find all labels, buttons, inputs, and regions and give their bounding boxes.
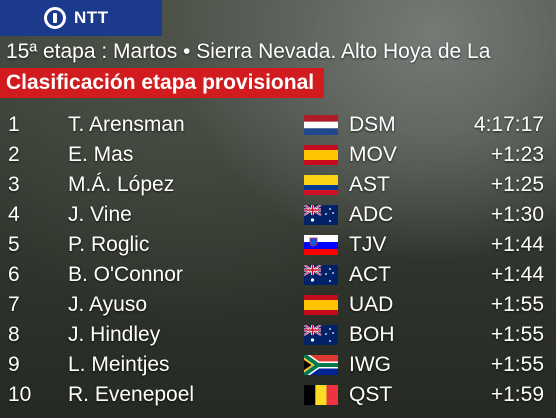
standings-row: 5 P. Roglic TJV +1:44 bbox=[0, 230, 556, 260]
standings-row: 4 J. Vine ADC +1:30 bbox=[0, 200, 556, 230]
rider-name: T. Arensman bbox=[68, 113, 185, 136]
position: 5 bbox=[8, 233, 20, 256]
standings-row: 10 R. Evenepoel QST +1:59 bbox=[0, 380, 556, 410]
position: 8 bbox=[8, 323, 20, 346]
time-gap: +1:44 bbox=[490, 233, 544, 256]
time-gap: 4:17:17 bbox=[473, 113, 544, 136]
team-code: BOH bbox=[349, 323, 395, 346]
standings-row: 3 M.Á. López AST +1:25 bbox=[0, 170, 556, 200]
standings-row: 2 E. Mas MOV +1:23 bbox=[0, 140, 556, 170]
team-code: TJV bbox=[349, 233, 387, 256]
time-gap: +1:30 bbox=[490, 203, 544, 226]
rider-name: J. Hindley bbox=[68, 323, 161, 346]
rider-name: M.Á. López bbox=[68, 173, 175, 196]
rider-name: L. Meintjes bbox=[68, 353, 170, 376]
australia-flag-icon bbox=[304, 205, 338, 225]
slovenia-flag-icon bbox=[304, 235, 338, 255]
netherlands-flag-icon bbox=[304, 115, 338, 135]
position: 10 bbox=[8, 383, 32, 406]
standings-row: 6 B. O'Connor ACT +1:44 bbox=[0, 260, 556, 290]
team-code: DSM bbox=[349, 113, 396, 136]
time-gap: +1:55 bbox=[490, 353, 544, 376]
colombia-flag-icon bbox=[304, 175, 338, 195]
time-gap: +1:59 bbox=[490, 383, 544, 406]
position: 6 bbox=[8, 263, 20, 286]
standings-row: 8 J. Hindley BOH +1:55 bbox=[0, 320, 556, 350]
position: 1 bbox=[8, 113, 20, 136]
time-gap: +1:23 bbox=[490, 143, 544, 166]
standings-row: 9 L. Meintjes IWG +1:55 bbox=[0, 350, 556, 380]
team-code: UAD bbox=[349, 293, 394, 316]
team-code: ADC bbox=[349, 203, 394, 226]
standings-row: 1 T. Arensman DSM 4:17:17 bbox=[0, 110, 556, 140]
position: 9 bbox=[8, 353, 20, 376]
time-gap: +1:44 bbox=[490, 263, 544, 286]
team-code: IWG bbox=[349, 353, 391, 376]
australia-flag-icon bbox=[304, 265, 338, 285]
team-code: MOV bbox=[349, 143, 397, 166]
rider-name: B. O'Connor bbox=[68, 263, 183, 286]
australia-flag-icon bbox=[304, 325, 338, 345]
rider-name: E. Mas bbox=[68, 143, 134, 166]
position: 4 bbox=[8, 203, 20, 226]
spain-flag-icon bbox=[304, 145, 338, 165]
standings-row: 7 J. Ayuso UAD +1:55 bbox=[0, 290, 556, 320]
rider-name: J. Ayuso bbox=[68, 293, 147, 316]
position: 3 bbox=[8, 173, 20, 196]
rider-name: R. Evenepoel bbox=[68, 383, 195, 406]
rider-name: P. Roglic bbox=[68, 233, 150, 256]
time-gap: +1:55 bbox=[490, 293, 544, 316]
spain-flag-icon bbox=[304, 295, 338, 315]
team-code: ACT bbox=[349, 263, 391, 286]
ntt-logo-icon bbox=[44, 7, 66, 29]
team-code: AST bbox=[349, 173, 390, 196]
rider-name: J. Vine bbox=[68, 203, 132, 226]
stage-title: 15ª etapa : Martos • Sierra Nevada. Alto… bbox=[6, 40, 491, 63]
south-africa-flag-icon bbox=[304, 355, 338, 375]
classification-banner: Clasificación etapa provisional bbox=[0, 68, 325, 98]
belgium-flag-icon bbox=[304, 385, 338, 405]
position: 7 bbox=[8, 293, 20, 316]
time-gap: +1:25 bbox=[490, 173, 544, 196]
time-gap: +1:55 bbox=[490, 323, 544, 346]
team-code: QST bbox=[349, 383, 393, 406]
logo-text: NTT bbox=[74, 8, 109, 27]
position: 2 bbox=[8, 143, 20, 166]
sponsor-logo-bar: NTT bbox=[0, 0, 162, 36]
